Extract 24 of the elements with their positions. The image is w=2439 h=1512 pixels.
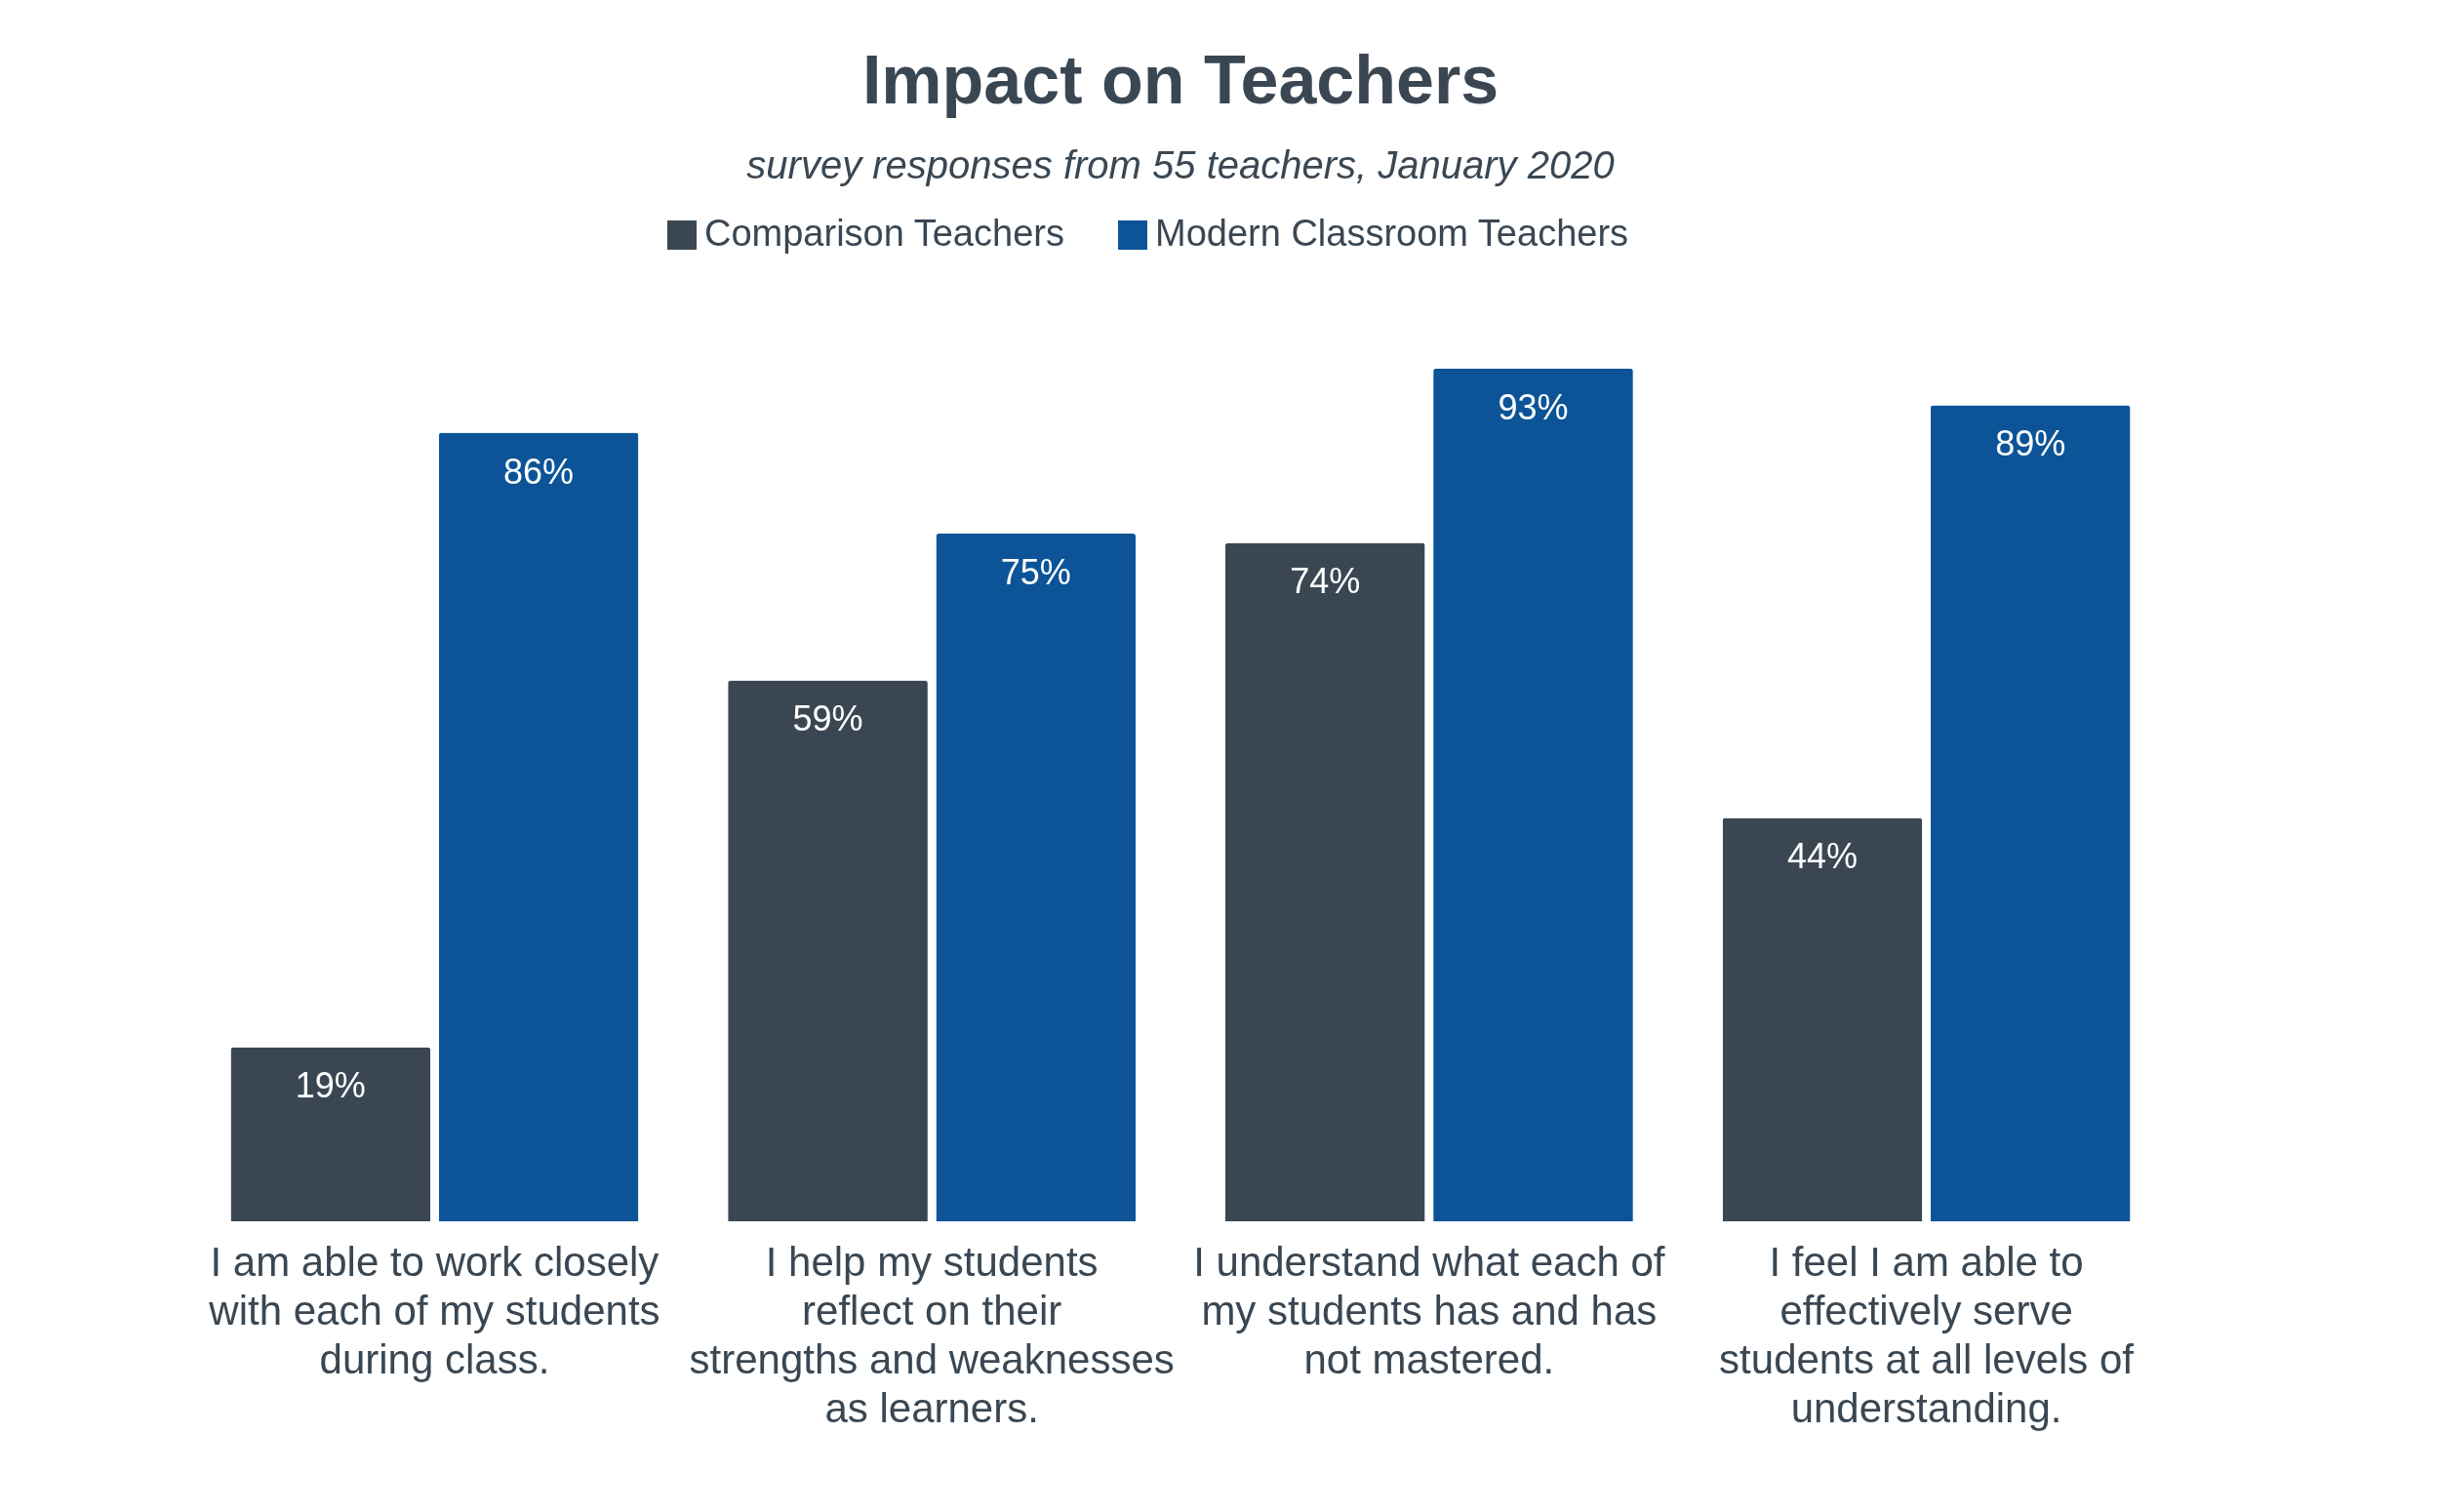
data-label: 74% (1290, 561, 1361, 602)
bar (230, 1047, 431, 1221)
data-label: 59% (792, 698, 863, 739)
bar (936, 534, 1137, 1221)
x-tick-label: I feel I am able to effectively serve students at all levels of understanding. (1719, 1238, 2135, 1431)
bar (1722, 817, 1923, 1221)
data-label: 89% (1995, 423, 2066, 464)
bar (1224, 542, 1425, 1221)
data-label: 86% (503, 451, 575, 492)
x-tick-label: I understand what each of my students has and has not mastered. (1193, 1238, 1665, 1382)
x-tick-label: I help my students reflect on their strengths and weaknesses as learners. (689, 1238, 1175, 1431)
x-tick-label: I am able to work closely with each of my students during class. (208, 1238, 660, 1382)
chart-subtitle: survey responses from 55 teachers, January 2020 (746, 143, 1615, 186)
bar (438, 432, 639, 1221)
bar (1433, 368, 1633, 1221)
bar (1930, 405, 2131, 1221)
data-label: 44% (1786, 836, 1858, 877)
chart-title: Impact on Teachers (861, 42, 1499, 118)
legend-label: Modern Classroom Teachers (1155, 213, 1629, 254)
data-label: 93% (1498, 386, 1569, 427)
bar (728, 680, 928, 1221)
data-label: 75% (1000, 552, 1071, 592)
legend-label: Comparison Teachers (704, 213, 1064, 254)
data-label: 19% (295, 1065, 366, 1106)
